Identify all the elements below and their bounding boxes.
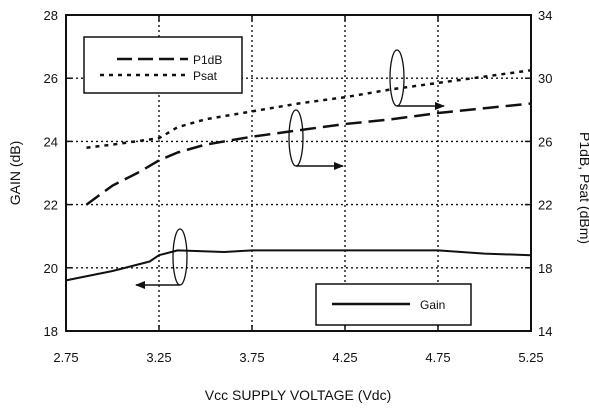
gain-axis-indicator [135,228,188,289]
x-tick-label: 3.25 [146,350,171,365]
series-line-gain [65,249,532,282]
legend-top-left: P1dB Psat [83,36,243,94]
y-right-tick-label: 18 [538,261,552,276]
left-axis-title: GAIN (dB) [7,141,23,206]
p1db-indicator-ellipse [288,109,304,167]
y-right-tick-label: 22 [538,198,552,213]
legend-bottom-right: Gain [315,283,472,326]
series-line-psat [86,69,532,149]
legend-p1db-label: P1dB [193,53,222,67]
y-left-tick-label: 24 [44,134,58,149]
y-right-tick-label: 30 [538,71,552,86]
gain-indicator-ellipse [172,228,188,286]
x-axis-title: Vcc SUPPLY VOLTAGE (Vdc) [205,387,391,403]
right-axis-title: P1dB, Psat (dBm) [577,132,589,244]
y-left-tick-label: 22 [44,198,58,213]
legend-psat-label: Psat [193,69,218,83]
legend-gain-label: Gain [420,298,445,312]
psat-axis-indicator [389,49,445,110]
y-right-tick-label: 26 [538,134,552,149]
x-tick-label: 2.75 [53,350,78,365]
series-layer [65,69,532,282]
y-left-tick-label: 26 [44,71,58,86]
x-tick-label: 3.75 [239,350,264,365]
y-left-tick-label: 28 [44,8,58,23]
plot-frame [65,14,532,332]
y-left-tick-label: 18 [44,324,58,339]
y-left-tick-label: 20 [44,261,58,276]
y-right-tick-label: 14 [538,324,552,339]
y-right-tick-label: 34 [538,8,552,23]
x-tick-label: 5.25 [518,350,543,365]
x-tick-label: 4.25 [332,350,357,365]
ticks-layer: 2.75 3.25 3.75 4.25 4.75 5.25 18 20 22 24 26 28 14 18… [44,8,553,365]
p1db-axis-indicator [288,109,344,170]
series-line-p1db [85,102,532,206]
x-tick-label: 4.75 [425,350,450,365]
legend-top-left-box [83,36,243,94]
